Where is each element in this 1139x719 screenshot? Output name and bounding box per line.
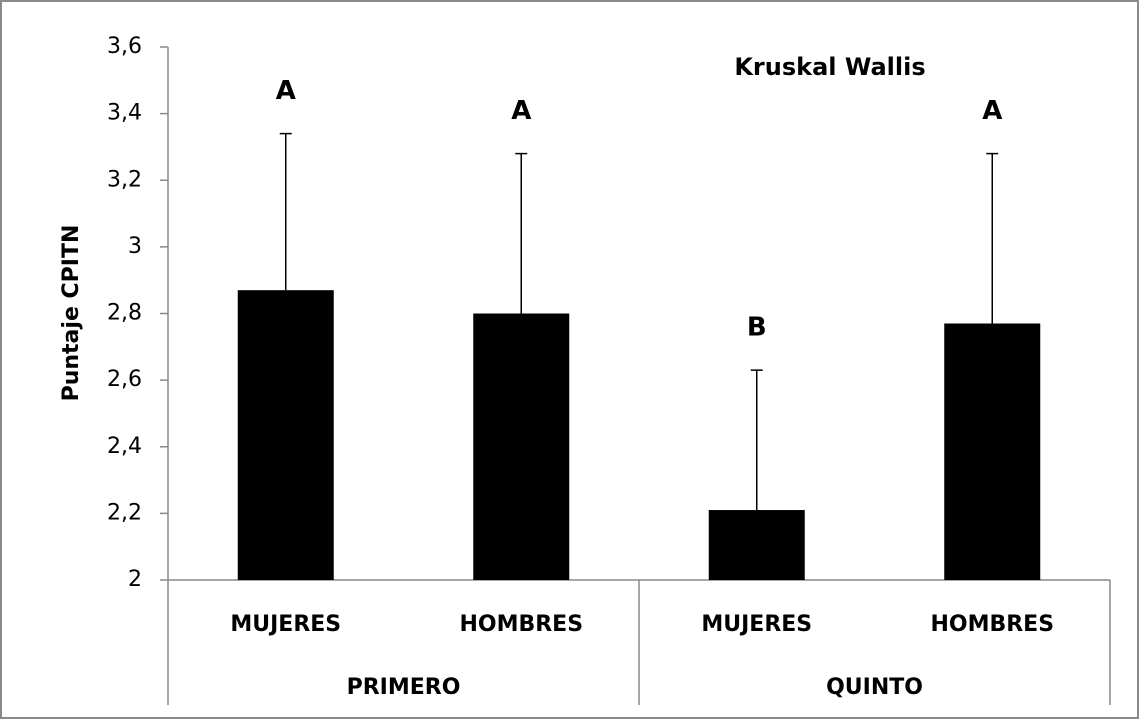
- x-tick-label: HOMBRES: [930, 612, 1054, 637]
- y-tick-label: 2: [128, 567, 142, 592]
- x-tick-label: MUJERES: [701, 612, 812, 637]
- bar: [708, 510, 805, 580]
- y-axis-label: Puntaje CPITN: [59, 225, 84, 402]
- x-tick-label: HOMBRES: [459, 612, 583, 637]
- group-label: PRIMERO: [347, 675, 461, 700]
- bar: [473, 313, 570, 580]
- y-tick-label: 3,6: [107, 34, 142, 59]
- y-tick-label: 2,4: [107, 434, 142, 459]
- group-label: QUINTO: [826, 675, 923, 700]
- chart-title: Kruskal Wallis: [734, 53, 925, 81]
- significance-letter: B: [747, 313, 767, 343]
- x-tick-label: MUJERES: [230, 612, 341, 637]
- y-tick-label: 3: [128, 234, 142, 259]
- y-tick-label: 3,2: [107, 167, 142, 192]
- significance-letter: A: [276, 76, 296, 106]
- y-tick-label: 2,2: [107, 500, 142, 525]
- y-tick-label: 3,4: [107, 101, 142, 126]
- bar: [237, 290, 334, 580]
- significance-letter: A: [982, 96, 1002, 126]
- bar: [944, 323, 1041, 580]
- significance-letter: A: [511, 96, 531, 126]
- y-tick-label: 2,6: [107, 367, 142, 392]
- y-tick-label: 2,8: [107, 301, 142, 326]
